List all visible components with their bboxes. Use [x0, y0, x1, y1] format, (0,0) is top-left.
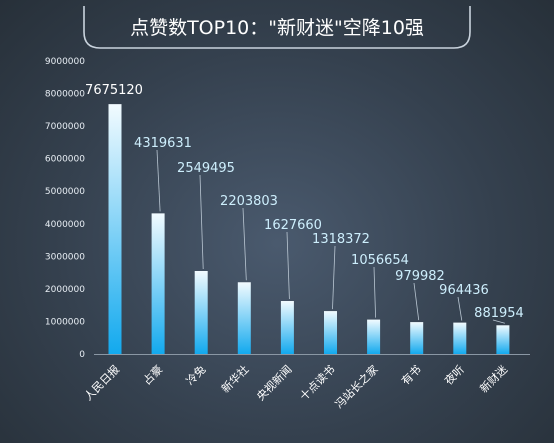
- leader-line: [156, 149, 161, 212]
- data-label: 1627660: [264, 218, 322, 233]
- x-tick-label: 占豪: [140, 362, 165, 387]
- bar: [237, 282, 251, 354]
- data-label: 4319631: [134, 136, 192, 151]
- data-label: 1318372: [312, 232, 370, 247]
- data-label: 1056654: [351, 253, 409, 268]
- y-tick-label: 9000000: [45, 57, 85, 67]
- x-tick-label: 新华社: [218, 362, 251, 395]
- bar: [151, 213, 165, 354]
- x-tick-label: 冯站长之家: [332, 362, 381, 411]
- data-label: 964436: [439, 283, 489, 298]
- bar: [280, 301, 294, 354]
- bar: [410, 322, 424, 354]
- x-tick-label: 夜听: [441, 362, 466, 387]
- data-label: 2549495: [177, 161, 235, 176]
- leader-line: [242, 207, 247, 281]
- plot-area: 0 1000000 2000000 3000000 4000000 5000000 6000…: [45, 57, 530, 411]
- bar: [453, 322, 467, 354]
- leader-line: [286, 231, 290, 300]
- bar: [324, 311, 337, 354]
- y-tick-label: 0: [79, 350, 85, 360]
- data-label: 979982: [395, 269, 445, 284]
- x-tick-label: 人民日报: [81, 362, 122, 403]
- y-tick-label: 6000000: [45, 155, 85, 165]
- y-tick-label: 4000000: [45, 220, 85, 230]
- x-tick-label: 十点读书: [297, 362, 338, 403]
- bar: [194, 270, 208, 354]
- leader-line: [332, 245, 336, 310]
- bar: [496, 325, 510, 354]
- data-label: 7675120: [85, 83, 143, 98]
- data-label: 2203803: [220, 194, 278, 209]
- y-tick-label: 2000000: [45, 285, 85, 295]
- x-tick-label: 有书: [398, 362, 423, 387]
- data-label: 881954: [474, 306, 524, 321]
- leader-line: [199, 174, 204, 270]
- y-tick-label: 1000000: [45, 317, 85, 327]
- y-tick-label: 8000000: [45, 90, 85, 100]
- x-tick-label: 新财迷: [477, 362, 510, 395]
- y-tick-label: 5000000: [45, 187, 85, 197]
- y-tick-label: 3000000: [45, 252, 85, 262]
- y-tick-label: 7000000: [45, 122, 85, 132]
- chart-title: 点赞数TOP10："新财迷"空降10强: [130, 17, 424, 39]
- bar: [367, 319, 381, 354]
- leader-line: [492, 319, 506, 324]
- title-frame: [83, 6, 471, 49]
- x-tick-label: 冷兔: [183, 362, 208, 387]
- leader-line: [373, 266, 376, 318]
- leader-line: [413, 282, 420, 321]
- bar: [108, 104, 122, 354]
- leader-line: [457, 296, 463, 321]
- x-tick-label: 央视新闻: [254, 362, 295, 403]
